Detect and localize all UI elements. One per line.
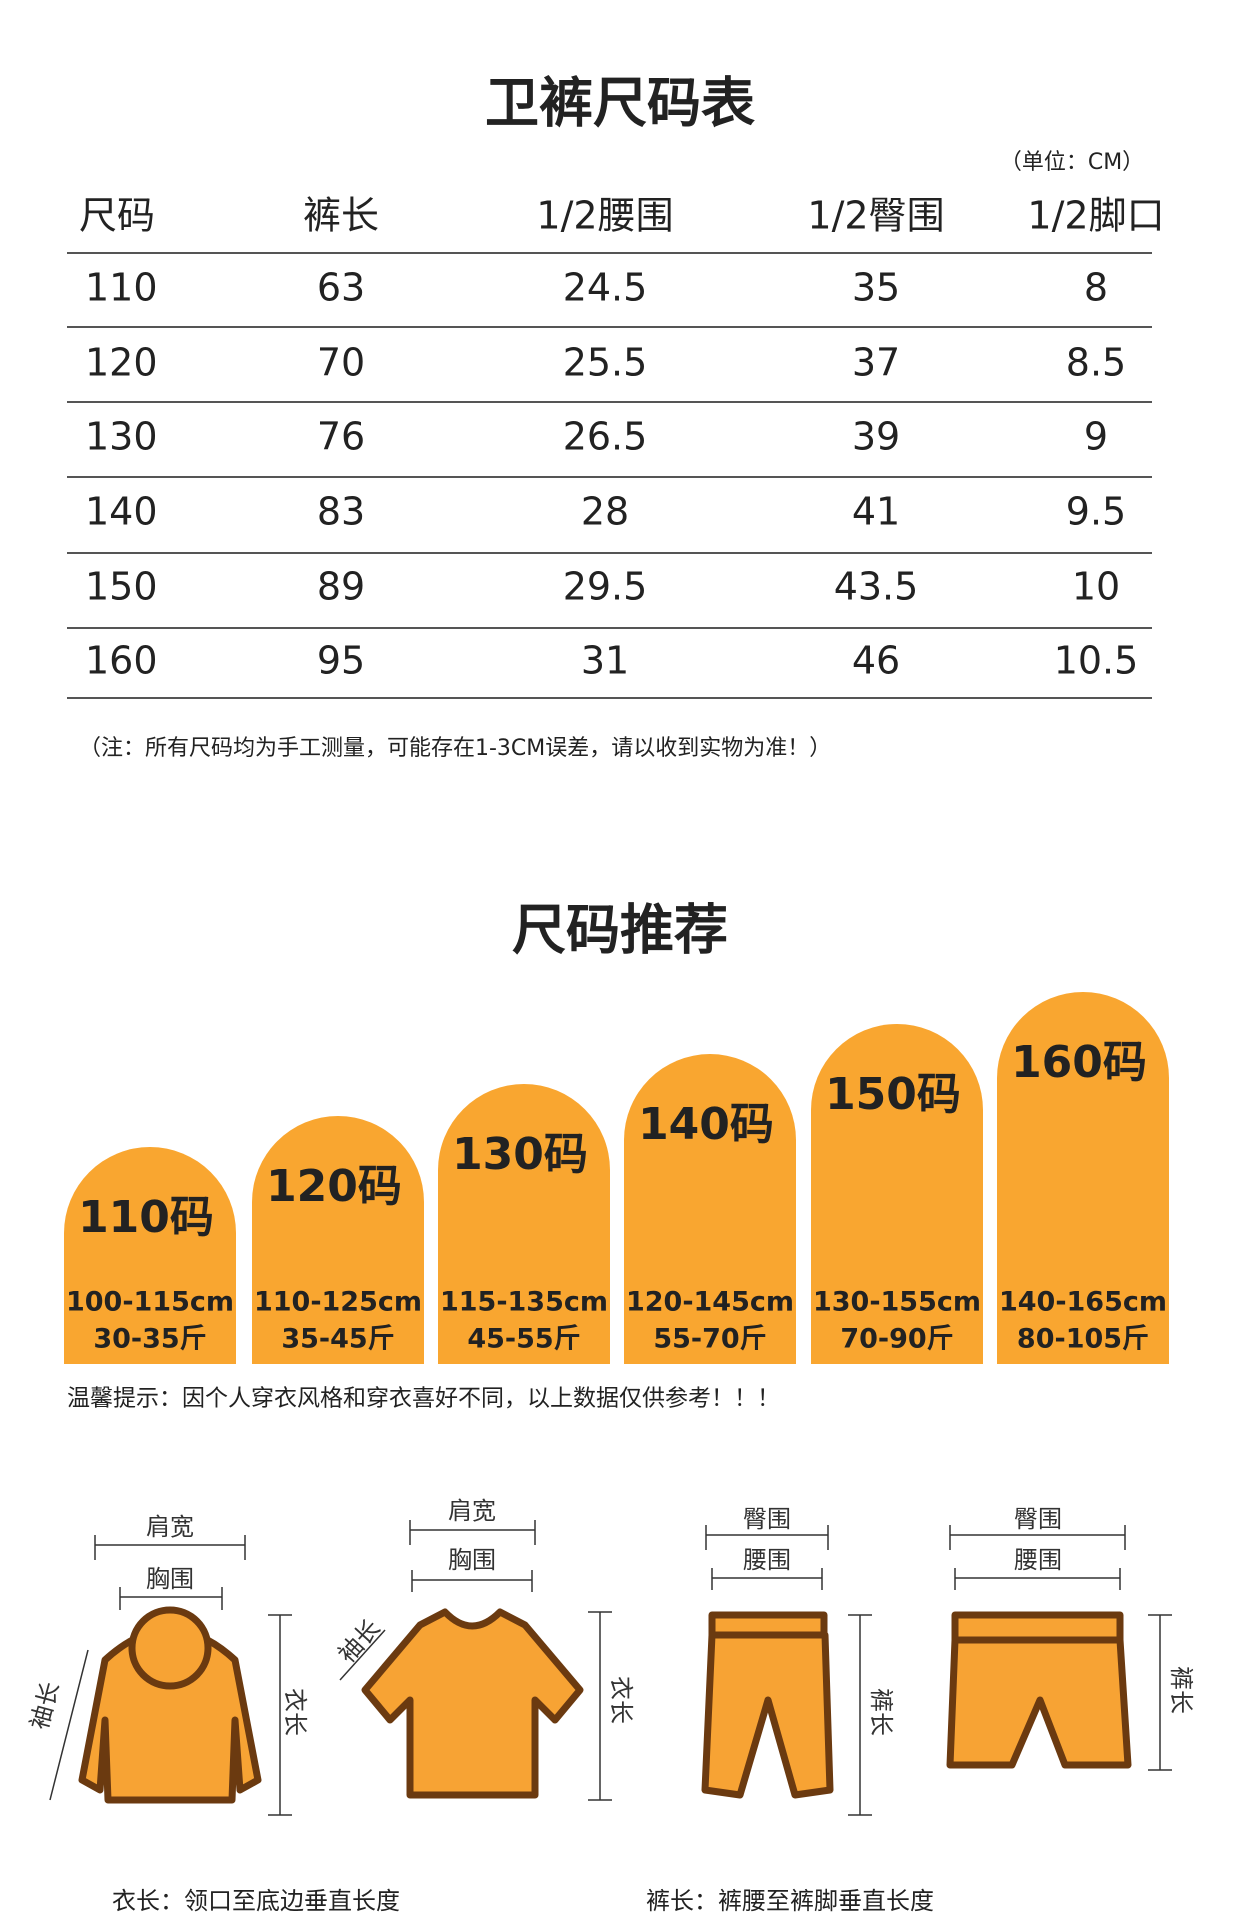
label: 裤长 [1167,1666,1195,1714]
label: 臀围 [1014,1505,1062,1533]
card-height: 110-125cm [254,1287,422,1318]
label: 衣长 [607,1676,635,1724]
table-cell: 46 [852,639,900,683]
table-cell: 9 [1084,415,1108,459]
table-cell: 150 [85,565,158,609]
size-card [64,1147,236,1364]
card-size: 140码 [638,1099,774,1150]
card-height: 115-135cm [440,1287,608,1318]
table-cell: 9.5 [1066,490,1126,534]
card-size: 130码 [452,1129,588,1180]
card-weight: 30-35斤 [93,1324,206,1355]
table-header: 1/2臀围 [807,194,944,238]
table-cell: 37 [852,341,900,385]
note: 衣长：领口至底边垂直长度 [112,1887,400,1915]
label: 裤长 [867,1688,895,1736]
table-cell: 10 [1072,565,1120,609]
table-cell: 130 [85,415,158,459]
card-weight: 70-90斤 [840,1324,953,1355]
table-cell: 83 [317,490,365,534]
size-card [997,992,1169,1364]
table-cell: 35 [852,266,900,310]
recommend-title: 尺码推荐 [512,899,728,962]
table-cell: 140 [85,490,158,534]
table-header: 尺码 [79,194,155,238]
table-cell: 29.5 [563,565,648,609]
label: 肩宽 [146,1513,194,1541]
label: 胸围 [448,1546,496,1574]
card-weight: 80-105斤 [1017,1324,1149,1355]
card-height: 130-155cm [813,1287,981,1318]
table-cell: 43.5 [834,565,919,609]
tip: 温馨提示：因个人穿衣风格和穿衣喜好不同，以上数据仅供参考！！！ [67,1386,780,1412]
label: 肩宽 [448,1497,496,1525]
card-height: 120-145cm [626,1287,794,1318]
hoodie: 肩宽 胸围 袖长 衣长 [25,1513,309,1816]
shorts: 臀围 腰围 裤长 [946,1505,1195,1771]
size-card [624,1054,796,1364]
table-cell: 160 [85,639,158,683]
table-cell: 41 [852,490,900,534]
table-note: （注：所有尺码均为手工测量，可能存在1-3CM误差，请以收到实物为准！） [79,736,831,761]
table-cell: 95 [317,639,365,683]
table-cell: 26.5 [563,415,648,459]
table-header: 1/2腰围 [536,194,673,238]
table-cell: 25.5 [563,341,648,385]
table-cell: 120 [85,341,158,385]
card-size: 120码 [266,1161,402,1212]
card-size: 150码 [825,1069,961,1120]
label: 衣长 [281,1688,309,1736]
table-title: 卫裤尺码表 [485,72,755,135]
table-cell: 28 [581,490,629,534]
unit: （单位：CM） [1000,150,1144,175]
table-cell: 63 [317,266,365,310]
tshirt: 肩宽 胸围 袖长 衣长 [333,1497,635,1801]
note: 裤长：裤腰至裤脚垂直长度 [646,1887,934,1915]
label: 袖长 [25,1679,64,1733]
label: 臀围 [743,1505,791,1533]
label: 腰围 [743,1546,791,1574]
table-cell: 8 [1084,266,1108,310]
table-cell: 24.5 [563,266,648,310]
card-weight: 55-70斤 [653,1324,766,1355]
card-height: 140-165cm [999,1287,1167,1318]
size-card [811,1024,983,1364]
table-cell: 76 [317,415,365,459]
card-size: 160码 [1011,1037,1147,1088]
pants: 臀围 腰围 裤长 [701,1505,895,1816]
label: 袖长 [333,1614,386,1668]
label: 腰围 [1014,1546,1062,1574]
size-card [252,1116,424,1364]
label: 胸围 [146,1565,194,1593]
table-header: 1/2脚口 [1027,194,1164,238]
table-cell: 39 [852,415,900,459]
table-cell: 31 [581,639,629,683]
table-cell: 10.5 [1054,639,1139,683]
table-cell: 8.5 [1066,341,1126,385]
table-header: 裤长 [303,194,379,238]
table-cell: 89 [317,565,365,609]
card-weight: 35-45斤 [281,1324,394,1355]
table-cell: 70 [317,341,365,385]
card-height: 100-115cm [66,1287,234,1318]
size-card [438,1084,610,1364]
card-size: 110码 [78,1192,214,1243]
table-cell: 110 [85,266,158,310]
card-weight: 45-55斤 [467,1324,580,1355]
